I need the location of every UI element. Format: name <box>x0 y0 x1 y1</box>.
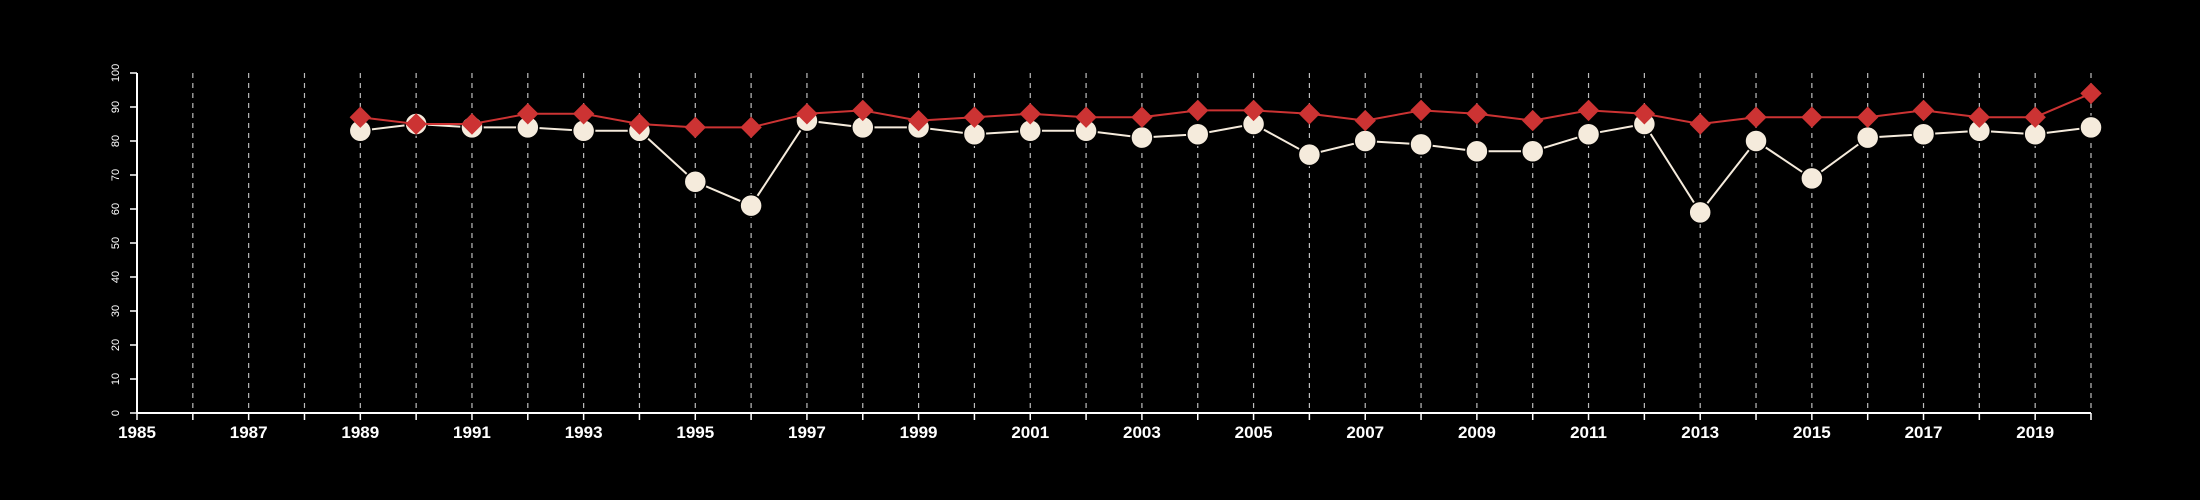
data-point-diamond <box>405 113 427 135</box>
axes: 0 10 20 30 40 50 60 70 80 90 100 1985 1987 1989 1991 19… <box>110 64 2092 442</box>
data-point-circle <box>739 193 763 218</box>
data-point-diamond <box>349 106 372 128</box>
data-point-circle <box>2079 115 2103 140</box>
x-tick-label: 1985 <box>118 423 156 442</box>
x-tick-label: 2015 <box>1793 423 1831 442</box>
series <box>348 82 2103 225</box>
data-point-diamond <box>1242 99 1265 122</box>
y-tick-label: 60 <box>110 203 122 215</box>
data-point-circle <box>1409 132 1433 157</box>
data-point-diamond <box>1131 106 1153 128</box>
data-point-diamond <box>1019 103 1041 125</box>
x-tick-label: 2001 <box>1011 423 1049 442</box>
data-point-diamond <box>517 103 539 125</box>
data-point-diamond <box>1298 103 1321 125</box>
data-point-circle <box>1520 139 1545 163</box>
data-point-diamond <box>1354 109 1376 132</box>
data-point-circle <box>1353 129 1377 153</box>
data-point-diamond <box>2024 106 2046 128</box>
data-point-diamond <box>461 113 483 135</box>
data-point-diamond <box>1689 113 1711 135</box>
data-point-diamond <box>907 109 930 132</box>
data-point-circle <box>1130 125 1154 150</box>
y-tick-label: 90 <box>110 101 122 113</box>
data-point-diamond <box>796 103 818 125</box>
x-tick-label: 1987 <box>230 423 268 442</box>
x-tick-label: 2003 <box>1123 423 1161 442</box>
y-tick-label: 20 <box>110 339 122 351</box>
data-point-diamond <box>1912 99 1935 122</box>
data-point-diamond <box>1968 106 1991 128</box>
series-diamond <box>349 82 2102 139</box>
data-point-diamond <box>852 99 874 122</box>
data-point-circle <box>1855 125 1880 150</box>
data-point-diamond <box>1577 99 1600 122</box>
y-tick-label: 0 <box>110 410 122 416</box>
data-point-diamond <box>740 116 762 139</box>
y-tick-label: 30 <box>110 305 122 317</box>
series-line-circle <box>360 119 2092 215</box>
y-tick-label: 100 <box>110 64 122 82</box>
data-point-circle <box>1465 139 1489 163</box>
x-tick-label: 2005 <box>1235 423 1273 442</box>
x-tick-label: 2007 <box>1346 423 1384 442</box>
x-tick-label: 2019 <box>2016 423 2054 442</box>
data-point-circle <box>683 170 708 194</box>
data-point-circle <box>1688 200 1712 225</box>
data-point-diamond <box>2080 82 2102 105</box>
data-point-diamond <box>1522 109 1544 132</box>
x-tick-label: 2011 <box>1570 423 1607 442</box>
data-point-diamond <box>1856 106 1879 128</box>
data-point-diamond <box>963 106 986 128</box>
data-point-diamond <box>628 113 651 135</box>
y-tick-label: 70 <box>110 169 122 181</box>
y-tick-label: 10 <box>110 373 122 385</box>
x-tick-label: 1999 <box>900 423 938 442</box>
data-point-diamond <box>684 116 706 139</box>
data-point-diamond <box>572 103 595 125</box>
x-tick-label: 2013 <box>1681 423 1719 442</box>
data-point-diamond <box>1633 103 1656 125</box>
series-line-diamond <box>360 92 2092 129</box>
y-tick-label: 80 <box>110 135 122 147</box>
data-point-circle <box>1185 122 1210 146</box>
data-point-circle <box>1911 122 1936 146</box>
data-point-diamond <box>1410 99 1432 122</box>
x-tick-label: 1995 <box>676 423 714 442</box>
x-tick-label: 2009 <box>1458 423 1496 442</box>
x-tick-label: 1989 <box>341 423 379 442</box>
x-tick-label: 2017 <box>1905 423 1943 442</box>
data-point-circle <box>1744 129 1768 153</box>
data-point-diamond <box>1466 103 1488 125</box>
data-point-circle <box>1576 122 1601 146</box>
data-point-diamond <box>1187 99 1209 122</box>
y-tick-label: 50 <box>110 237 122 249</box>
data-point-diamond <box>1801 106 1823 128</box>
data-point-diamond <box>1075 106 1097 128</box>
data-point-circle <box>1297 142 1322 167</box>
data-point-diamond <box>1745 106 1767 128</box>
y-tick-label: 40 <box>110 271 122 283</box>
x-tick-label: 1993 <box>565 423 603 442</box>
x-tick-label: 1997 <box>788 423 826 442</box>
x-tick-label: 1991 <box>453 423 491 442</box>
series-circle <box>348 108 2103 225</box>
data-point-circle <box>1800 166 1824 191</box>
grid-lines <box>192 73 2092 413</box>
